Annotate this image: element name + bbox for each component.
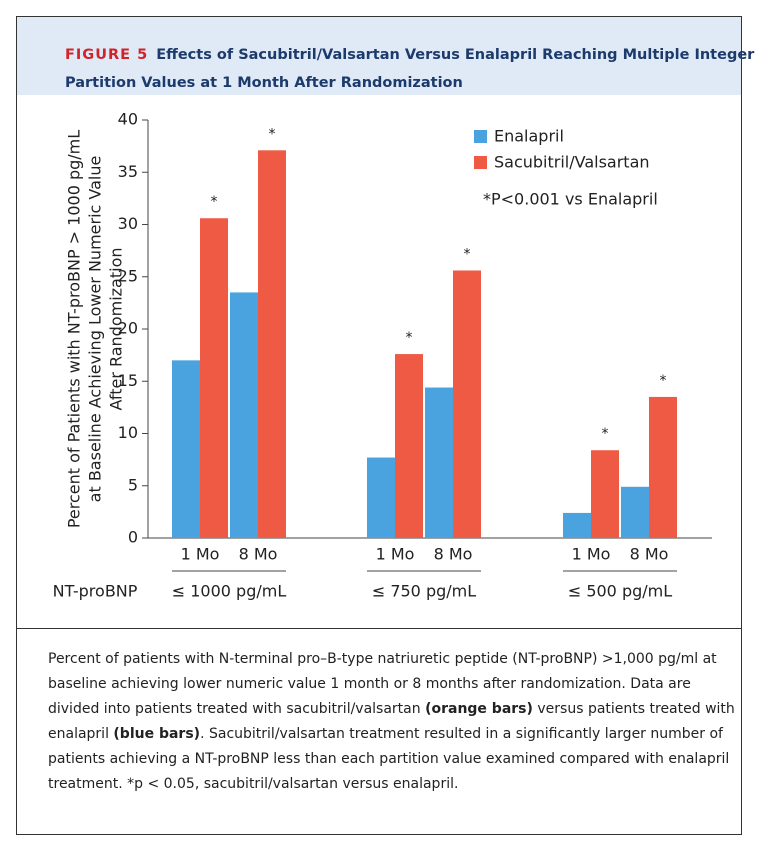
y-tick-label: 0 — [128, 528, 138, 547]
significance-marker: * — [660, 373, 667, 389]
bar — [395, 354, 423, 538]
y-axis-title: After Randomization — [107, 247, 126, 410]
separator — [17, 628, 741, 629]
caption-emphasis: (orange bars) — [425, 701, 533, 717]
figure-title: Effects of Sacubitril/Valsartan Versus E… — [65, 47, 755, 91]
y-tick-label: 40 — [118, 110, 138, 129]
group-label: ≤ 1000 pg/mL — [172, 582, 287, 601]
bar — [200, 218, 228, 539]
y-tick-label: 25 — [118, 266, 138, 285]
legend-swatch — [474, 130, 487, 143]
significance-marker: * — [602, 426, 609, 442]
x-tick-label: 8 Mo — [630, 545, 669, 564]
y-tick-label: 10 — [118, 423, 138, 442]
bar — [172, 360, 200, 538]
x-tick-label: 1 Mo — [572, 545, 611, 564]
header-text: FIGURE 5 Effects of Sacubitril/Valsartan … — [65, 41, 755, 97]
significance-marker: * — [269, 126, 276, 142]
caption-emphasis: (blue bars) — [113, 726, 201, 742]
bar — [649, 396, 677, 538]
y-tick-label: 15 — [118, 371, 138, 390]
figure-frame — [16, 16, 742, 835]
caption-text: . Sacubitril/valsartan treatment resulte… — [48, 726, 730, 792]
legend-swatch — [474, 156, 487, 169]
x-tick-label: 1 Mo — [181, 545, 220, 564]
bar — [425, 387, 453, 538]
group-label: ≤ 500 pg/mL — [568, 582, 672, 601]
significance-marker: * — [211, 194, 218, 210]
caption: Percent of patients with N-terminal pro–… — [48, 647, 738, 797]
figure-label: FIGURE 5 — [65, 47, 149, 63]
bar — [591, 450, 619, 538]
bar — [367, 457, 395, 538]
bar — [453, 270, 481, 538]
significance-marker: * — [464, 246, 471, 262]
bar — [258, 150, 286, 538]
significance-marker: * — [406, 330, 413, 346]
y-tick-label: 5 — [128, 475, 138, 494]
annotation: *P<0.001 vs Enalapril — [483, 190, 658, 209]
legend-label: Sacubitril/Valsartan — [494, 153, 650, 172]
bar — [230, 292, 258, 538]
bar — [621, 486, 649, 538]
figure-header: FIGURE 5 Effects of Sacubitril/Valsartan … — [17, 17, 754, 95]
caption-text: Percent of patients with N-terminal pro–… — [48, 651, 717, 717]
group-axis-label: NT-proBNP — [53, 582, 138, 601]
x-tick-label: 1 Mo — [376, 545, 415, 564]
y-axis-title: at Baseline Achieving Lower Numeric Valu… — [86, 156, 105, 503]
x-tick-label: 8 Mo — [434, 545, 473, 564]
x-tick-label: 8 Mo — [239, 545, 278, 564]
group-label: ≤ 750 pg/mL — [372, 582, 476, 601]
y-tick-label: 30 — [118, 214, 138, 233]
y-tick-label: 35 — [118, 162, 138, 181]
y-axis-title: Percent of Patients with NT-proBNP > 100… — [65, 130, 84, 528]
legend-label: Enalapril — [494, 127, 564, 146]
y-tick-label: 20 — [118, 319, 138, 338]
bar — [563, 512, 591, 538]
caption-text: versus patients treated with enalapril — [48, 701, 735, 742]
